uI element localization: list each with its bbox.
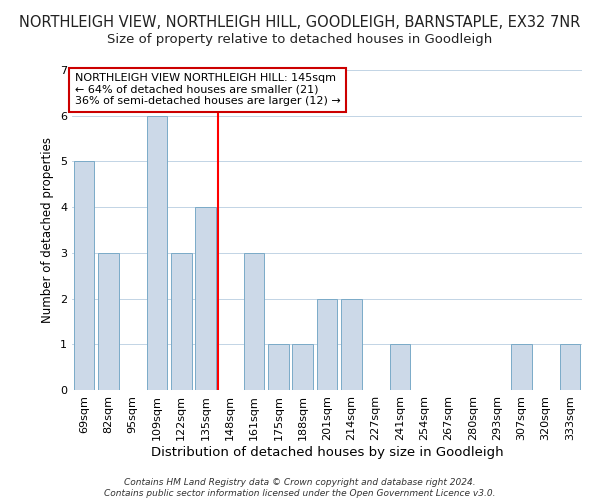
Bar [341,298,362,390]
Text: NORTHLEIGH VIEW NORTHLEIGH HILL: 145sqm
← 64% of detached houses are smaller (21: NORTHLEIGH VIEW NORTHLEIGH HILL: 145sqm … [74,73,340,106]
Text: Contains HM Land Registry data © Crown copyright and database right 2024.
Contai: Contains HM Land Registry data © Crown c… [104,478,496,498]
Y-axis label: Number of detached properties: Number of detached properties [41,137,55,323]
Bar [292,344,313,390]
Bar [74,162,94,390]
Bar [98,253,119,390]
Bar [511,344,532,390]
Bar [268,344,289,390]
X-axis label: Distribution of detached houses by size in Goodleigh: Distribution of detached houses by size … [151,446,503,458]
Bar [195,207,216,390]
Text: NORTHLEIGH VIEW, NORTHLEIGH HILL, GOODLEIGH, BARNSTAPLE, EX32 7NR: NORTHLEIGH VIEW, NORTHLEIGH HILL, GOODLE… [19,15,581,30]
Text: Size of property relative to detached houses in Goodleigh: Size of property relative to detached ho… [107,32,493,46]
Bar [560,344,580,390]
Bar [171,253,191,390]
Bar [146,116,167,390]
Bar [389,344,410,390]
Bar [317,298,337,390]
Bar [244,253,265,390]
